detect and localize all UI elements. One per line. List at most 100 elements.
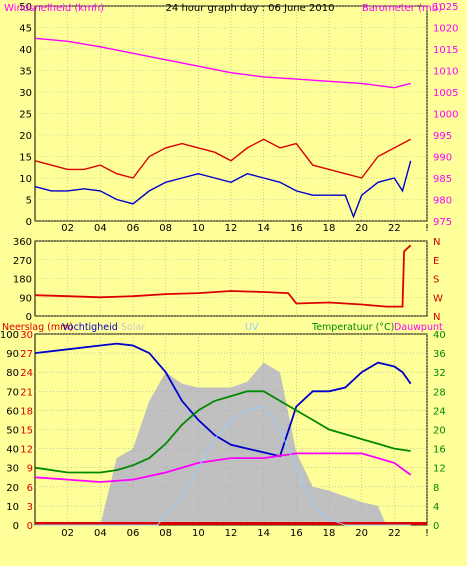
y2-tick-label-1: 975 [433,217,452,228]
temperature-label: Temperatuur (°C) [311,322,394,333]
x-tick-label: 04 [94,223,107,234]
x-tick-label: 22 [388,528,401,539]
y-tick-label-rain: 24 [20,368,33,379]
y-tick-label-rain: 9 [27,464,33,475]
y2-tick-label-1: 980 [433,196,452,207]
solar-label: Solar [121,322,145,333]
y-tick-label-rain: 18 [20,406,33,417]
y-tick-label-humidity: 10 [6,502,19,513]
y-tick-label-humidity: 0 [13,521,19,532]
x-tick-label: 02 [61,223,74,234]
y2-tick-label-3: 8 [433,483,439,494]
uv-label: UV [245,322,259,333]
y2-tick-label-1: 1025 [433,2,458,13]
y-tick-label-humidity: 80 [6,368,19,379]
x-tick-label: 22 [388,223,401,234]
rain-label: Neerslag (mm) [2,322,73,333]
x-tick-label: 18 [323,528,336,539]
x-tick-label: 02 [61,528,74,539]
dewpoint-label: Dauwpunt [394,322,443,333]
y-tick-label-humidity: 40 [6,445,19,456]
x-tick-label: 14 [257,528,270,539]
y-axis-label: Windsnelheid (kmh) [4,3,104,14]
y-tick-label-1: 35 [19,67,32,78]
y-tick-label-rain: 0 [27,521,33,532]
y-tick-label-2: 360 [13,237,32,248]
y-tick-label-1: 15 [19,153,32,164]
y-tick-label-1: 45 [19,24,32,35]
x-tick-label: 04 [94,528,107,539]
x-tick-label: 20 [355,223,368,234]
series-line-p3-0 [34,342,412,458]
y-tick-label-2: 270 [13,256,32,267]
series-line-p2-0 [34,244,412,308]
x-tick-label: 12 [225,223,238,234]
y-tick-label-humidity: 60 [6,406,19,417]
y2-tick-label-1: 1010 [433,67,458,78]
x-tick-label: ! [425,528,429,539]
y-tick-label-humidity: 20 [6,483,19,494]
y-tick-label-rain: 12 [20,445,33,456]
compass-label: E [433,256,439,267]
y-tick-label-humidity: 90 [6,349,19,360]
y-tick-label-1: 10 [19,174,32,185]
x-tick-label: 16 [290,223,303,234]
y-tick-label-rain: 27 [20,349,33,360]
chart-title: 24 hour graph day : 06 June 2010 [166,3,335,14]
compass-label: N [433,237,440,248]
y2-tick-label-3: 4 [433,502,439,513]
x-tick-label: 14 [257,223,270,234]
y-tick-label-1: 20 [19,131,32,142]
x-tick-label: 06 [127,528,140,539]
series-area-solar [35,362,411,525]
compass-label: W [433,293,443,304]
y2-tick-label-3: 0 [433,521,439,532]
y-tick-label-rain: 15 [20,426,33,437]
y-tick-label-humidity: 50 [6,426,19,437]
x-tick-label: 12 [225,528,238,539]
x-tick-label: 10 [192,223,205,234]
series-line-p1-1 [34,160,412,219]
compass-label: S [433,275,439,286]
y2-tick-label-3: 12 [433,464,446,475]
y2-tick-label-3: 16 [433,445,446,456]
x-tick-label: 20 [355,528,368,539]
y-tick-label-rain: 21 [20,387,33,398]
y-tick-label-humidity: 100 [0,330,19,341]
x-tick-label: 16 [290,528,303,539]
series-line-p1-2 [34,138,412,179]
y2-tick-label-3: 20 [433,426,446,437]
y-tick-label-2: 180 [13,275,32,286]
y2-tick-label-3: 32 [433,368,446,379]
y2-tick-label-1: 995 [433,131,452,142]
y2-tick-label-1: 1015 [433,45,458,56]
y2-axis-label: Barometer (mb) [362,3,442,14]
y2-tick-label-3: 24 [433,406,446,417]
y2-tick-label-1: 1000 [433,110,458,121]
x-tick-label: 08 [159,528,172,539]
y2-tick-label-3: 28 [433,387,446,398]
humidity-label: Vochtigheid [62,322,118,333]
y-tick-label-2: 0 [26,312,32,323]
y2-tick-label-3: 40 [433,330,446,341]
x-tick-label: 18 [323,223,336,234]
compass-label: N [433,312,440,323]
y-tick-label-rain: 30 [20,330,33,341]
y-tick-label-rain: 6 [27,483,33,494]
y-tick-label-humidity: 30 [6,464,19,475]
y2-tick-label-1: 1020 [433,24,458,35]
y2-tick-label-1: 1005 [433,88,458,99]
series-line-p3-1 [34,390,411,474]
x-tick-label: 08 [159,223,172,234]
series-line-p1-0 [34,37,411,89]
y-tick-label-2: 90 [19,293,32,304]
series-line-p3-2 [34,452,412,483]
y2-tick-label-1: 985 [433,174,452,185]
y-tick-label-1: 25 [19,110,32,121]
rain-baseline [35,522,427,525]
y-tick-label-1: 0 [26,217,32,228]
y2-tick-label-1: 990 [433,153,452,164]
x-tick-label: 06 [127,223,140,234]
y-tick-label-rain: 3 [27,502,33,513]
